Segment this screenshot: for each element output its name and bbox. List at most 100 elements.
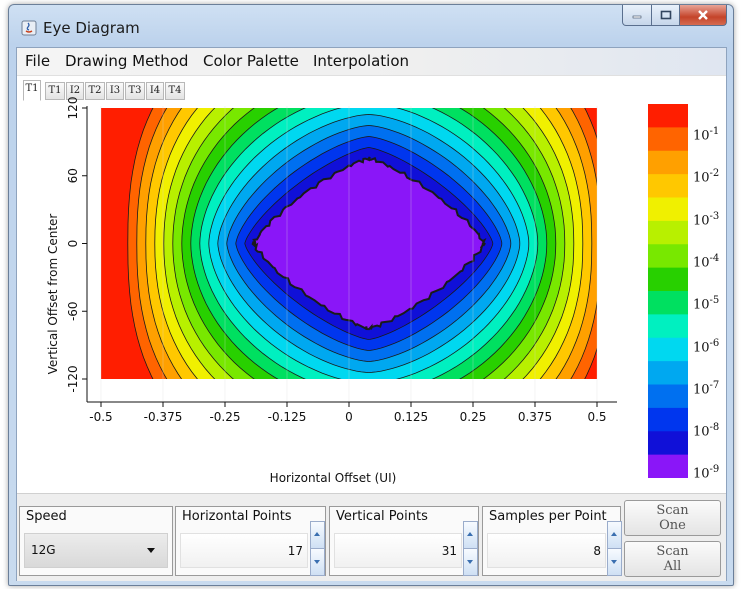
colorbar-legend: [648, 104, 688, 478]
colorbar-label: 10-9: [693, 464, 720, 482]
scan-all-line1: Scan: [656, 544, 689, 559]
client-area: File Drawing Method Color Palette Interp…: [16, 47, 727, 581]
minimize-icon: [632, 15, 642, 19]
app-window: Eye Diagram File Drawing Method Color Pa…: [8, 4, 734, 586]
colorbar-swatch: [648, 337, 688, 362]
colorbar-swatch: [648, 197, 688, 222]
horizontal-points-spin-down[interactable]: [310, 548, 325, 576]
arrow-down-icon: [611, 560, 617, 564]
speed-dropdown[interactable]: 12G: [24, 533, 168, 568]
colorbar-label: 10-5: [693, 295, 720, 313]
colorbar-swatch: [648, 454, 688, 478]
grid-layer: [100, 106, 598, 402]
window-title: Eye Diagram: [43, 19, 140, 37]
samples-per-point-spin-down[interactable]: [607, 548, 622, 576]
arrow-up-icon: [611, 532, 617, 536]
control-panel: Speed 12G Horizontal Points 17: [17, 493, 726, 581]
scan-one-button[interactable]: Scan One: [624, 500, 721, 536]
samples-per-point-value: 8: [593, 544, 601, 558]
colorbar-label: 10-4: [693, 252, 720, 271]
horizontal-points-label: Horizontal Points: [182, 509, 292, 524]
arrow-down-icon: [467, 560, 473, 564]
tab-t3[interactable]: T3: [125, 82, 145, 100]
colorbar-swatch: [648, 361, 688, 386]
colorbar-swatch: [648, 291, 688, 315]
tab-i3[interactable]: I3: [106, 82, 124, 100]
colorbar-swatch: [648, 244, 688, 269]
colorbar-label: 10-8: [693, 422, 720, 440]
horizontal-points-panel: Horizontal Points 17: [175, 506, 326, 576]
tab-i2[interactable]: I2: [66, 82, 84, 100]
colorbar-label: 10-3: [693, 210, 720, 228]
speed-label: Speed: [26, 509, 67, 524]
x-tick-label: 0.125: [394, 410, 428, 424]
colorbar-swatch: [648, 220, 688, 245]
colorbar-swatch: [648, 127, 688, 152]
x-tick-label: 0.375: [518, 410, 552, 424]
x-tick-label: -0.375: [144, 410, 183, 424]
maximize-button[interactable]: [652, 5, 680, 26]
colorbar-swatch: [648, 150, 688, 175]
scan-all-button[interactable]: Scan All: [624, 541, 721, 577]
menu-interpolation[interactable]: Interpolation: [313, 52, 409, 70]
menu-file[interactable]: File: [25, 52, 51, 70]
x-tick-label: 0.5: [587, 410, 606, 424]
colorbar-label: 10-2: [693, 168, 720, 186]
vertical-points-input[interactable]: 31: [334, 533, 462, 568]
eye-diagram-plot: -0.5 -0.375 -0.25 -0.125 0 0.125 0.25 0.375 0.5 1…: [46, 97, 617, 485]
x-tick-label: 0: [345, 410, 353, 424]
menu-color-palette[interactable]: Color Palette: [203, 52, 299, 70]
java-app-icon: [21, 20, 37, 36]
tab-i4[interactable]: I4: [146, 82, 164, 100]
close-button[interactable]: [680, 5, 727, 26]
axes-layer: -0.5 -0.375 -0.25 -0.125 0 0.125 0.25 0.375 0.5 1…: [66, 97, 617, 424]
x-tick-label: -0.125: [268, 410, 307, 424]
y-tick-label: 120: [66, 97, 80, 120]
chevron-down-icon: [147, 548, 155, 553]
y-tick-label: -120: [66, 365, 80, 392]
colorbar-swatch: [648, 384, 688, 409]
samples-per-point-spin-up[interactable]: [607, 521, 622, 549]
colorbar-label: 10-6: [693, 337, 720, 355]
samples-per-point-input[interactable]: 8: [487, 533, 606, 568]
menu-drawing-method[interactable]: Drawing Method: [65, 52, 189, 70]
colorbar-label: 10-7: [693, 379, 720, 398]
minimize-button[interactable]: [622, 5, 652, 26]
x-tick-label: -0.25: [209, 410, 240, 424]
x-tick-label: 0.25: [460, 410, 487, 424]
colorbar-label: 10-1: [693, 126, 720, 144]
tab-t2[interactable]: T2: [85, 82, 105, 100]
close-icon: [698, 10, 708, 20]
y-tick-label: 60: [66, 168, 80, 183]
vertical-points-spin-down[interactable]: [463, 548, 478, 576]
scan-one-line1: Scan: [656, 503, 689, 518]
horizontal-points-input[interactable]: 17: [180, 533, 308, 568]
scan-one-line2: One: [659, 518, 686, 533]
x-tick-label: -0.5: [89, 410, 112, 424]
speed-value: 12G: [31, 543, 56, 557]
y-tick-label: -60: [66, 301, 80, 321]
vertical-points-spin-up[interactable]: [463, 521, 478, 549]
colorbar-swatch: [648, 174, 688, 199]
speed-panel: Speed 12G: [19, 506, 173, 576]
vertical-points-panel: Vertical Points 31: [329, 506, 479, 576]
vertical-points-label: Vertical Points: [336, 509, 428, 524]
menu-bar: File Drawing Method Color Palette Interp…: [17, 48, 726, 76]
tab-t4[interactable]: T4: [165, 82, 185, 100]
horizontal-points-value: 17: [287, 544, 303, 558]
tab-t1[interactable]: T1: [45, 82, 65, 100]
tab-t1-active[interactable]: T1: [23, 80, 41, 101]
colorbar-swatch: [648, 104, 688, 128]
y-axis-label: Vertical Offset from Center: [46, 214, 60, 375]
colorbar-swatch: [648, 407, 688, 432]
colorbar-swatch: [648, 431, 688, 456]
horizontal-points-spin-up[interactable]: [310, 521, 325, 549]
vertical-points-value: 31: [441, 544, 457, 558]
x-axis-label: Horizontal Offset (UI): [270, 471, 397, 485]
maximize-icon: [660, 10, 671, 20]
title-bar[interactable]: Eye Diagram: [9, 5, 733, 47]
arrow-up-icon: [314, 532, 320, 536]
samples-per-point-panel: Samples per Point 8: [482, 506, 622, 576]
samples-per-point-label: Samples per Point: [489, 509, 607, 524]
arrow-down-icon: [314, 560, 320, 564]
